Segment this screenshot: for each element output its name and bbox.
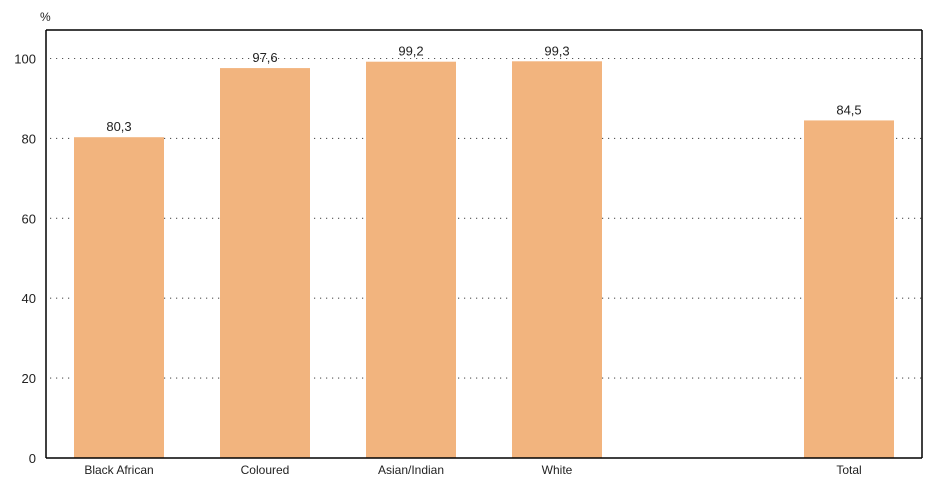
value-label-1: 97,6 [252, 50, 277, 65]
value-label-0: 80,3 [106, 119, 131, 134]
y-tick-labels: 0 20 40 60 80 100 [14, 52, 36, 467]
category-labels: Black African Coloured Asian/Indian White To… [84, 463, 861, 477]
value-label-3: 99,3 [544, 43, 569, 58]
y-axis-unit-label: % [40, 10, 51, 24]
y-tick-label-60: 60 [22, 211, 36, 226]
bar-3 [512, 61, 602, 458]
bar-5 [804, 120, 894, 459]
bar-2 [366, 61, 456, 459]
axes [45, 29, 923, 459]
y-tick-label-20: 20 [22, 371, 36, 386]
bar-1 [220, 68, 310, 458]
y-tick-label-40: 40 [22, 291, 36, 306]
bars [74, 61, 894, 459]
y-tick-label-80: 80 [22, 131, 36, 146]
category-label-2: Asian/Indian [378, 463, 444, 477]
category-label-0: Black African [84, 463, 153, 477]
bar-0 [74, 137, 164, 458]
y-tick-label-0: 0 [29, 451, 36, 466]
value-label-2: 99,2 [398, 44, 423, 59]
category-label-1: Coloured [241, 463, 290, 477]
category-label-5: Total [836, 463, 861, 477]
gridlines [50, 57, 922, 379]
category-label-3: White [542, 463, 573, 477]
value-label-5: 84,5 [836, 102, 861, 117]
y-tick-label-100: 100 [14, 52, 36, 67]
value-labels: 80,3 97,6 99,2 99,3 84,5 [106, 43, 861, 134]
